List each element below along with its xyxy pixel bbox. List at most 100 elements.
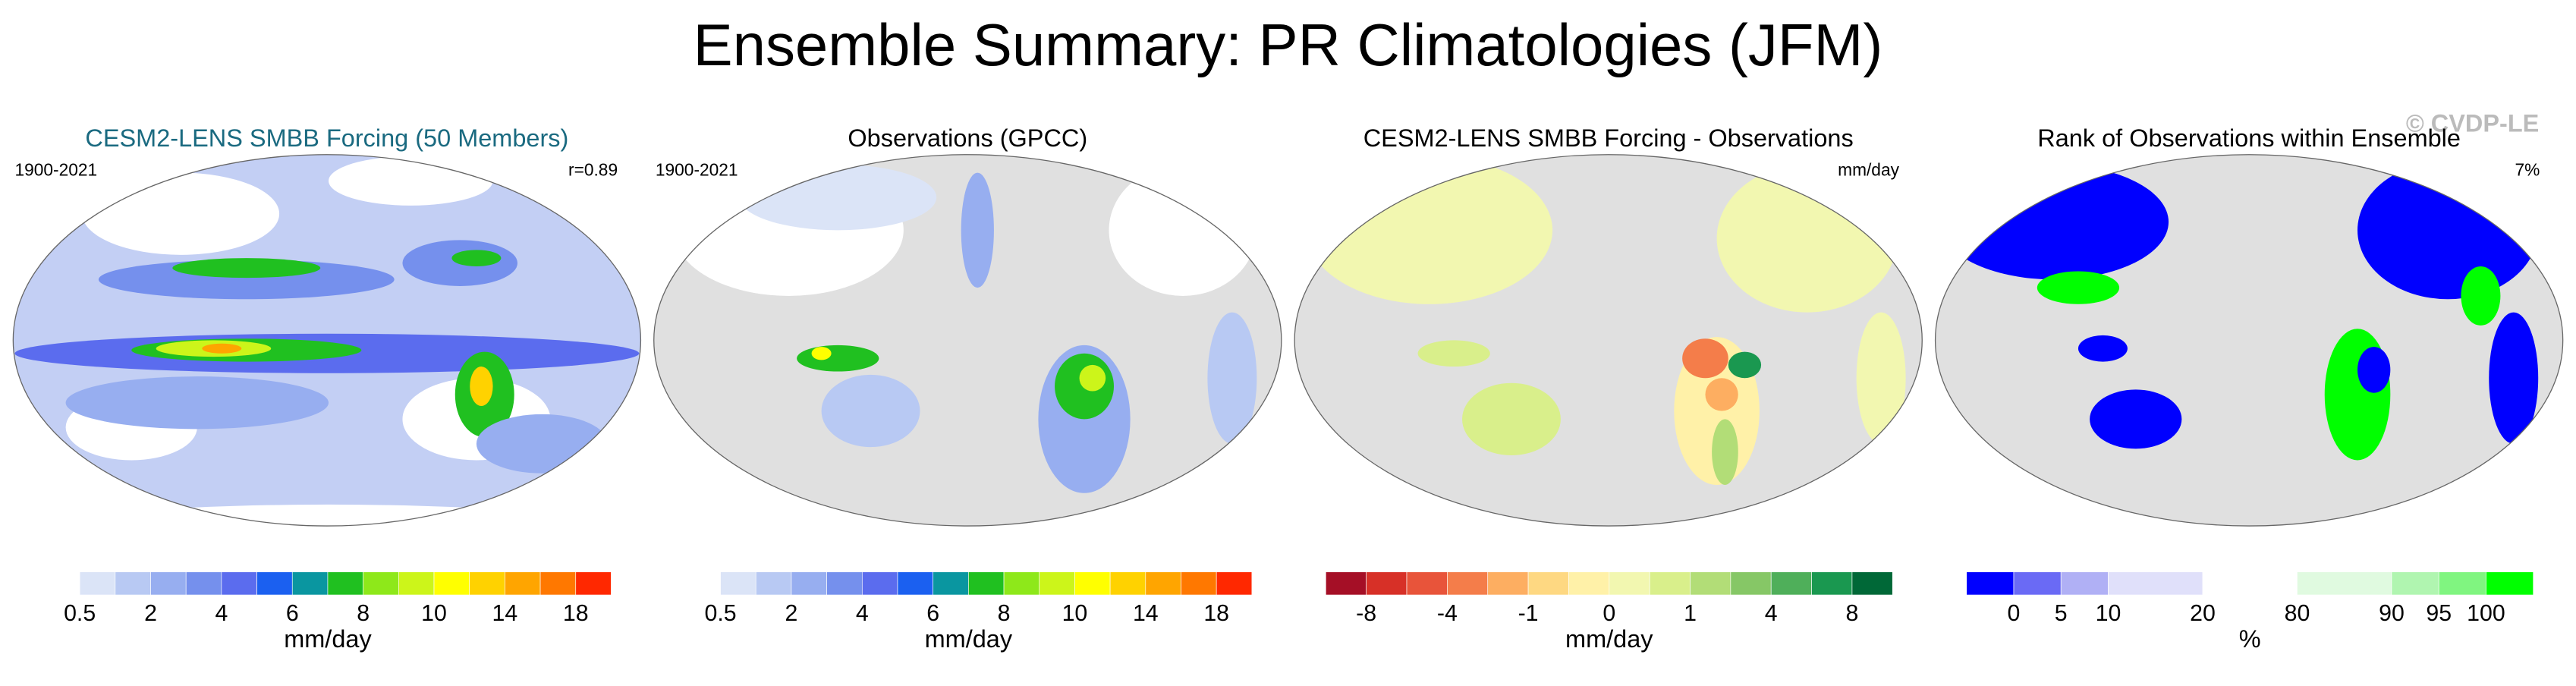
colorbar-box: [2486, 571, 2534, 596]
colorbar-label: 8: [998, 601, 1011, 626]
colorbar-box: [2013, 571, 2062, 596]
map-field: [1306, 156, 1553, 304]
colorbar-box: [1649, 571, 1691, 596]
map-field: [2357, 161, 2539, 300]
map-border: [1294, 154, 1923, 527]
panel-right-label: mm/day: [1838, 159, 1899, 179]
map-field: [961, 172, 994, 288]
colorbar-label: 0.5: [64, 601, 96, 626]
colorbar-label: 18: [1203, 601, 1229, 626]
colorbar-box: [1568, 571, 1610, 596]
colorbar-box: [1487, 571, 1529, 596]
colorbar-box: [1109, 571, 1146, 596]
panel-title: CESM2-LENS SMBB Forcing - Observations: [1363, 124, 1854, 152]
map-field: [1705, 378, 1738, 411]
colorbar-box: [1609, 571, 1650, 596]
colorbar-box: [327, 571, 363, 596]
colorbar-units: mm/day: [284, 625, 372, 653]
colorbar-label: 2: [785, 601, 798, 626]
colorbar-label: 4: [1765, 601, 1778, 626]
colorbar-label: -4: [1437, 601, 1458, 626]
colorbar-box: [79, 571, 116, 596]
colorbar-box: [1406, 571, 1448, 596]
figure-title: Ensemble Summary: PR Climatologies (JFM): [694, 11, 1883, 78]
colorbar-units: mm/day: [1565, 625, 1653, 653]
colorbar-box: [1181, 571, 1217, 596]
map-border: [653, 154, 1282, 527]
map-field: [2489, 312, 2539, 444]
colorbar-box: [2391, 571, 2439, 596]
colorbar-label: 0.5: [705, 601, 737, 626]
map-content: [13, 154, 641, 527]
colorbar-box: [684, 571, 721, 596]
colorbar-box: [1730, 571, 1772, 596]
watermark: © CVDP-LE: [2406, 109, 2539, 137]
map-field: [65, 376, 329, 430]
colorbar-box: [897, 571, 934, 596]
colorbar-units: %: [2239, 625, 2261, 653]
colorbar-box: [1966, 571, 2015, 596]
colorbar-box: [115, 571, 151, 596]
map-field: [1417, 340, 1490, 367]
map-field: [172, 258, 321, 278]
colorbar-label: -1: [1518, 601, 1539, 626]
panel-title: CESM2-LENS SMBB Forcing (50 Members): [85, 124, 568, 152]
colorbar-box: [755, 571, 792, 596]
colorbar-label: 5: [2055, 601, 2068, 626]
colorbar-units: mm/day: [925, 625, 1013, 653]
map-field: [1938, 164, 2169, 280]
panel-title: Rank of Observations within Ensemble: [2037, 124, 2461, 152]
map-field: [811, 347, 832, 360]
colorbar-box: [1811, 571, 1853, 596]
colorbar-box: [2108, 571, 2203, 596]
colorbar-box: [1527, 571, 1569, 596]
map-field: [2090, 389, 2182, 449]
colorbar-box: [720, 571, 756, 596]
map-panel: [1294, 154, 1923, 527]
colorbar-label: 18: [563, 601, 589, 626]
colorbar-label: 6: [926, 601, 939, 626]
colorbar-label: 20: [2190, 601, 2216, 626]
colorbar-box: [861, 571, 898, 596]
colorbar-box: [2202, 571, 2298, 596]
colorbar-box: [363, 571, 399, 596]
map-panel: [1934, 154, 2564, 527]
map-field: [2461, 266, 2501, 326]
colorbar-label: 90: [2379, 601, 2405, 626]
map-field: [2357, 347, 2391, 393]
colorbar-box: [2438, 571, 2486, 596]
map-field: [329, 156, 493, 206]
map-field: [1462, 382, 1561, 455]
colorbar-label: 80: [2285, 601, 2310, 626]
colorbar-label: -8: [1356, 601, 1376, 626]
map-field: [202, 343, 242, 354]
map-field: [82, 172, 280, 255]
colorbar-box: [1216, 571, 1253, 596]
map-field: [1207, 312, 1257, 444]
colorbar-label: 100: [2467, 601, 2505, 626]
colorbar-label: 8: [1846, 601, 1859, 626]
colorbar-label: 1: [1684, 601, 1697, 626]
colorbar-label: 10: [1062, 601, 1088, 626]
colorbar-box: [1690, 571, 1731, 596]
colorbar-box: [185, 571, 222, 596]
map-content: [653, 154, 1282, 527]
colorbar-label: 95: [2426, 601, 2452, 626]
colorbar-label: 8: [357, 601, 370, 626]
colorbar-box: [2297, 571, 2392, 596]
colorbar-label: 4: [856, 601, 869, 626]
colorbar-box: [2060, 571, 2109, 596]
panel-left-label: 1900-2021: [14, 159, 97, 179]
map-field: [1856, 312, 1906, 444]
colorbar-label: 6: [286, 601, 299, 626]
map-panel: [12, 154, 642, 527]
colorbar-box: [826, 571, 863, 596]
colorbar-label: 14: [1133, 601, 1159, 626]
colorbar-box: [469, 571, 505, 596]
map-field: [16, 504, 641, 527]
colorbar-box: [933, 571, 969, 596]
map-field: [98, 260, 395, 300]
colorbar-label: 10: [421, 601, 447, 626]
